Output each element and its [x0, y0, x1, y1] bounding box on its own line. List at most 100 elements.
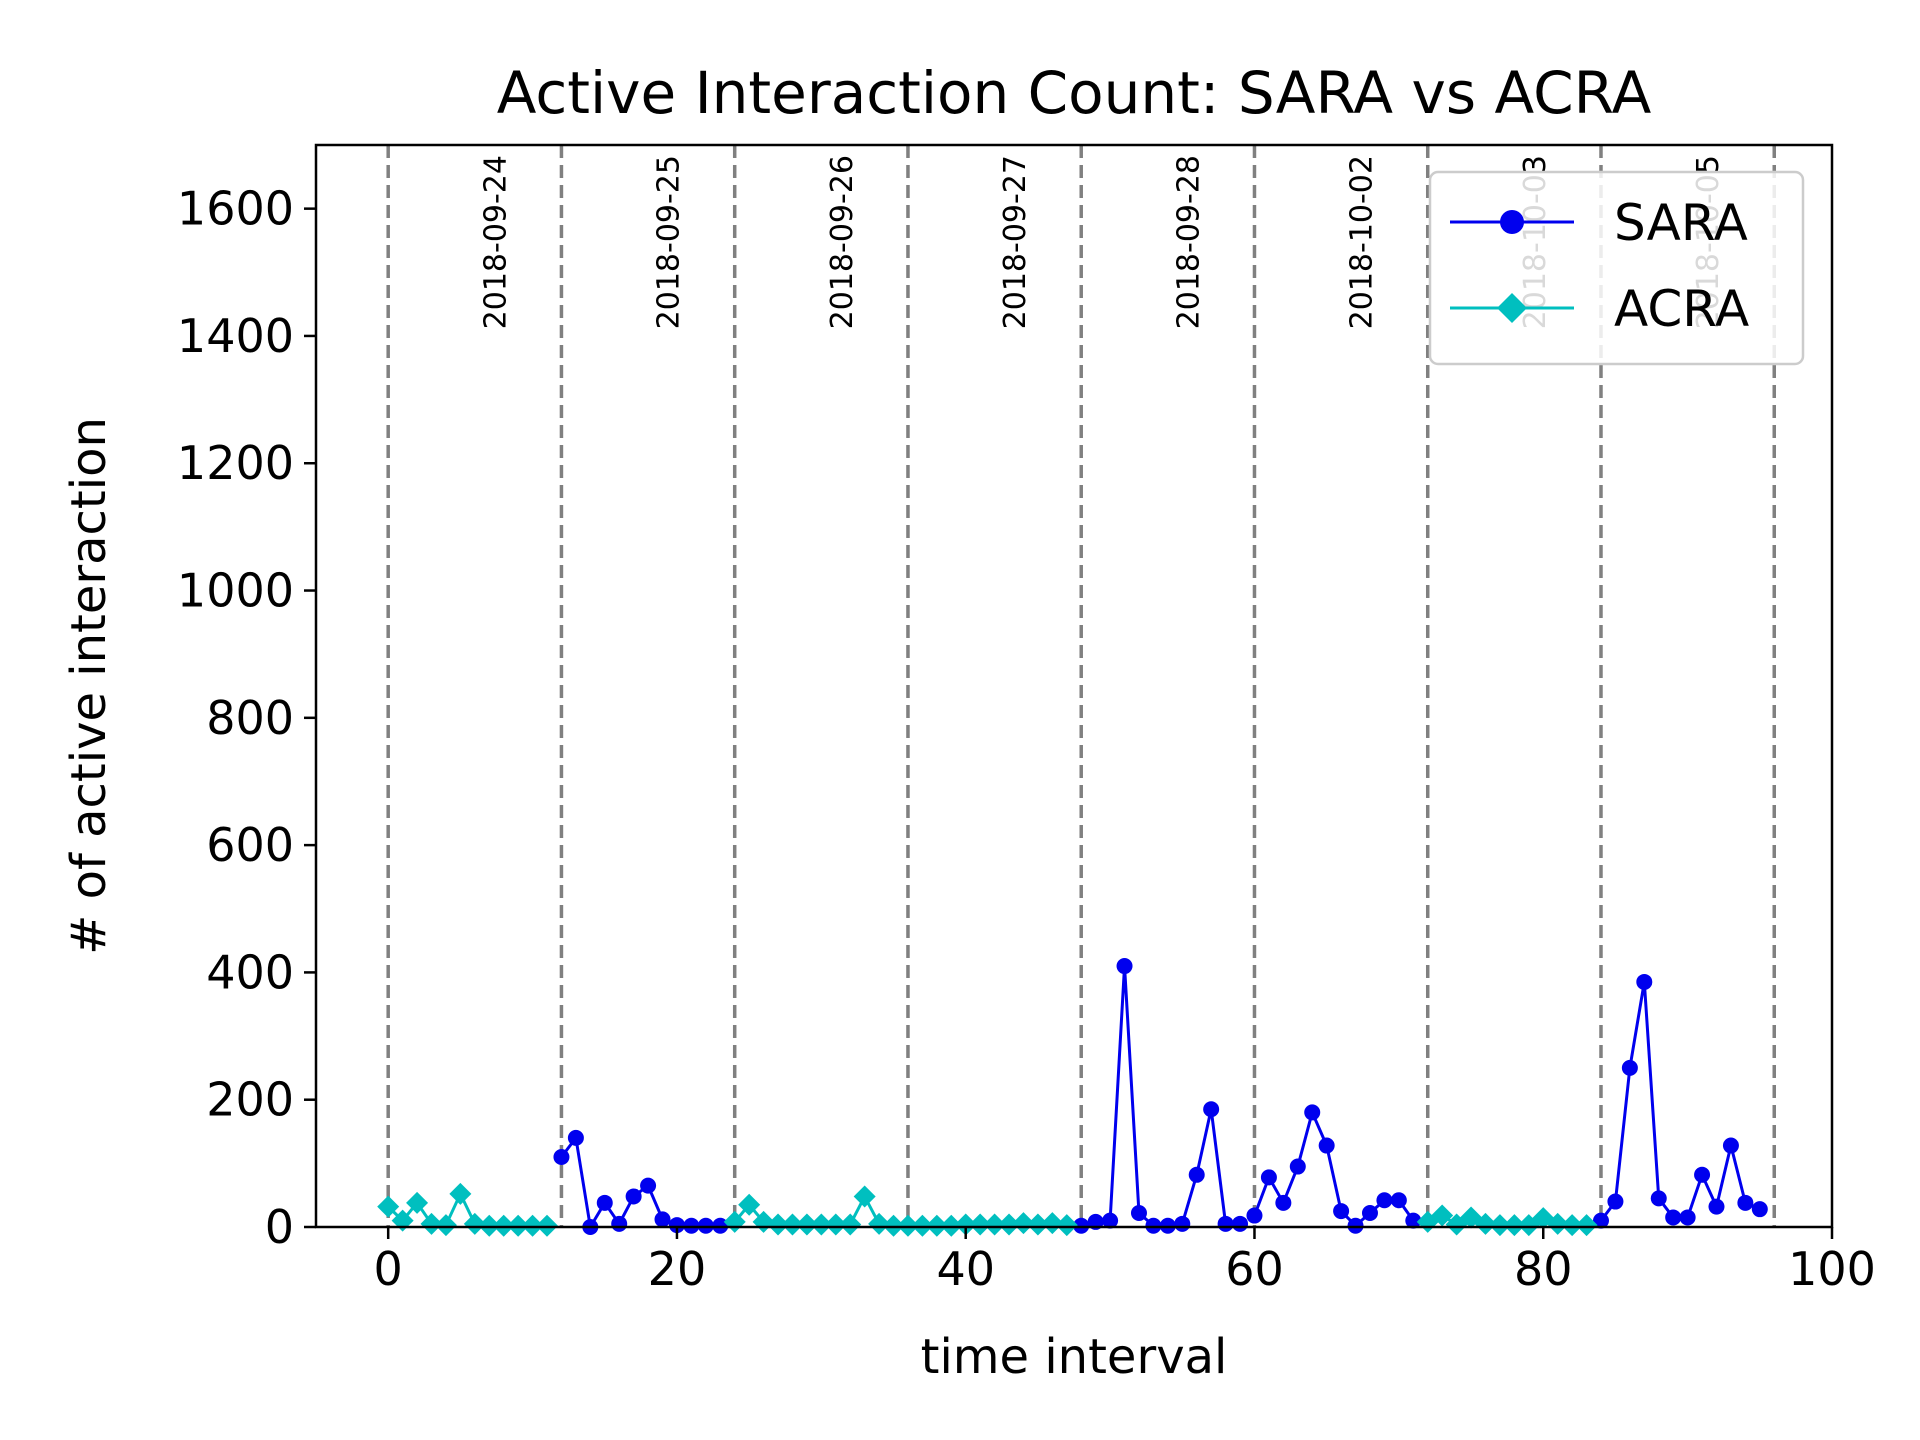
- acra-point: [767, 1213, 790, 1236]
- sara-point: [1347, 1217, 1364, 1234]
- sara-point: [1650, 1190, 1667, 1207]
- sara-point: [654, 1211, 671, 1228]
- x-tick-label: 80: [1514, 1242, 1573, 1296]
- acra-point: [1026, 1213, 1049, 1236]
- sara-point: [1737, 1194, 1754, 1211]
- sara-point: [1636, 973, 1653, 990]
- sara-point: [1217, 1215, 1234, 1232]
- acra-point: [781, 1213, 804, 1236]
- acra-point: [839, 1213, 862, 1236]
- legend-marker: [1497, 293, 1527, 323]
- sara-point: [1361, 1204, 1378, 1221]
- acra-point: [853, 1185, 876, 1208]
- acra-point: [868, 1212, 891, 1235]
- sara-point: [1694, 1166, 1711, 1183]
- sara-point: [1145, 1217, 1162, 1234]
- legend-marker: [1500, 210, 1524, 234]
- day-label: 2018-09-27: [998, 155, 1033, 329]
- acra-point: [406, 1191, 429, 1214]
- sara-point: [1665, 1209, 1682, 1226]
- legend: SARA ACRA: [1428, 170, 1805, 366]
- plot-area: 2018-09-24 2018-09-25 2018-09-26 2018-09-27…: [177, 143, 1876, 1296]
- sara-line: [1080, 965, 1241, 1228]
- acra-point: [521, 1214, 544, 1237]
- sara-point: [567, 1129, 584, 1146]
- acra-point: [377, 1195, 400, 1218]
- sara-point: [1708, 1198, 1725, 1215]
- sara-point: [596, 1194, 613, 1211]
- y-tick-label: 0: [265, 1200, 294, 1254]
- acra-point: [1474, 1212, 1497, 1235]
- acra-point: [896, 1214, 919, 1237]
- acra-point: [478, 1214, 501, 1237]
- sara-point: [1102, 1212, 1119, 1229]
- y-tick-label: 600: [206, 818, 294, 872]
- acra-point: [1055, 1214, 1078, 1237]
- acra-point: [1012, 1212, 1035, 1235]
- sara-point: [1289, 1158, 1306, 1175]
- acra-point: [1575, 1214, 1598, 1237]
- y-tick-label: 400: [206, 945, 294, 999]
- y-tick-label: 1400: [177, 309, 294, 363]
- sara-point: [640, 1177, 657, 1194]
- y-tick-label: 200: [206, 1073, 294, 1127]
- acra-point: [1431, 1204, 1454, 1227]
- acra-point: [925, 1214, 948, 1237]
- sara-point: [1188, 1166, 1205, 1183]
- acra-point: [810, 1213, 833, 1236]
- series-sara: [553, 958, 1768, 1235]
- x-tick-label: 60: [1225, 1242, 1284, 1296]
- y-tick-label: 1000: [177, 564, 294, 618]
- sara-point: [683, 1217, 700, 1234]
- x-tick-label: 40: [936, 1242, 995, 1296]
- acra-point: [449, 1182, 472, 1205]
- sara-point: [1621, 1059, 1638, 1076]
- day-label: 2018-10-02: [1345, 155, 1380, 329]
- acra-point: [983, 1213, 1006, 1236]
- acra-point: [738, 1193, 761, 1216]
- sara-point: [1751, 1201, 1768, 1218]
- sara-point: [1203, 1101, 1220, 1118]
- acra-point: [940, 1214, 963, 1237]
- sara-point: [668, 1217, 685, 1234]
- x-tick-label: 100: [1788, 1242, 1876, 1296]
- acra-point: [1546, 1212, 1569, 1235]
- sara-point: [1073, 1217, 1090, 1234]
- sara-point: [1607, 1193, 1624, 1210]
- x-tick-label: 0: [374, 1242, 403, 1296]
- sara-point: [1679, 1209, 1696, 1226]
- sara-point: [1376, 1192, 1393, 1209]
- acra-point: [969, 1213, 992, 1236]
- sara-point: [1275, 1194, 1292, 1211]
- y-tick-label: 1600: [177, 182, 294, 236]
- acra-point: [882, 1214, 905, 1237]
- acra-point: [1561, 1214, 1584, 1237]
- day-label: 2018-09-26: [825, 155, 860, 329]
- plot-frame: [314, 143, 1834, 1229]
- sara-point: [1390, 1192, 1407, 1209]
- sara-point: [1304, 1104, 1321, 1121]
- day-label: 2018-09-28: [1171, 155, 1206, 329]
- day-label: 2018-09-24: [478, 155, 513, 329]
- legend-label-sara: SARA: [1614, 194, 1748, 252]
- acra-point: [463, 1212, 486, 1235]
- acra-point: [420, 1212, 443, 1235]
- x-tick-label: 20: [648, 1242, 707, 1296]
- sara-point: [1405, 1212, 1422, 1229]
- acra-point: [434, 1214, 457, 1237]
- sara-point: [1116, 958, 1133, 975]
- acra-point: [1503, 1214, 1526, 1237]
- sara-line: [1599, 981, 1761, 1222]
- acra-point: [507, 1214, 530, 1237]
- y-tick-label: 800: [206, 691, 294, 745]
- sara-point: [1130, 1204, 1147, 1221]
- sara-point: [1260, 1169, 1277, 1186]
- sara-point: [1333, 1203, 1350, 1220]
- sara-point: [1318, 1137, 1335, 1154]
- x-axis-label: time interval: [921, 1329, 1228, 1385]
- acra-point: [954, 1213, 977, 1236]
- sara-point: [625, 1188, 642, 1205]
- sara-point: [611, 1215, 628, 1232]
- y-axis-label: # of active interaction: [61, 417, 117, 955]
